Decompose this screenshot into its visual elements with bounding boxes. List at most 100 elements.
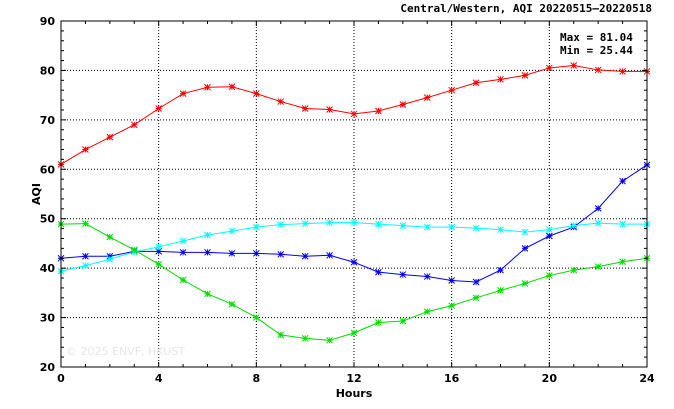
stats-box: Max = 81.04 Min = 25.44	[558, 30, 635, 58]
series-3-point	[545, 226, 553, 233]
series-3-point	[423, 223, 431, 231]
series-1-point	[375, 107, 382, 115]
chart-title: Central/Western, AQI 20220515–20220518	[400, 2, 652, 15]
series-4-point	[252, 314, 260, 321]
series-2-point	[545, 232, 553, 240]
series-2-point	[204, 248, 211, 256]
series-2-point	[497, 266, 504, 274]
series-2-point	[472, 278, 480, 286]
series-4-point	[301, 334, 309, 342]
series-3-point	[326, 219, 333, 227]
series-1-point	[326, 106, 333, 113]
series-4-point	[179, 276, 187, 284]
series-1-point	[472, 79, 480, 87]
series-2-point	[82, 252, 89, 260]
axis-ticks: 0 4 8 12 16 20 24 20 30 40 50 60 70 80 90	[40, 15, 655, 385]
series-3-point	[375, 220, 382, 228]
series-2-point	[594, 204, 602, 212]
series-3-point	[594, 219, 602, 227]
series-4-point	[350, 329, 358, 337]
series-2-point	[252, 249, 260, 257]
series-3-point	[106, 255, 114, 263]
series-3-point	[350, 219, 358, 227]
y-tick-label: 20	[40, 361, 56, 374]
series-3-point	[472, 224, 480, 232]
series-1-point	[155, 105, 163, 112]
x-tick-label: 16	[444, 372, 460, 385]
series-2-point	[399, 271, 407, 278]
y-tick-label: 60	[40, 163, 56, 176]
series-4-point	[619, 258, 626, 266]
y-tick-label: 30	[40, 312, 56, 325]
series-4-point	[130, 246, 138, 254]
series-3-point	[619, 220, 626, 228]
series-4-point	[228, 300, 236, 308]
series-3-point	[570, 222, 578, 229]
series-1-point	[130, 121, 138, 129]
series-1-point	[301, 105, 309, 112]
x-tick-label: 4	[155, 372, 163, 385]
x-tick-label: 24	[639, 372, 655, 385]
series-2-point	[350, 258, 358, 266]
series-4-point	[570, 266, 578, 274]
series-4-point	[545, 272, 553, 279]
series-1-point	[619, 68, 626, 75]
y-axis-label: AQI	[30, 183, 43, 205]
series-4-point	[423, 308, 431, 315]
series-2-point	[301, 252, 309, 260]
series-2-point	[155, 247, 163, 255]
x-tick-label: 20	[542, 372, 558, 385]
series-2-point	[179, 248, 187, 256]
series-4-point	[594, 263, 602, 271]
series-2-point	[619, 177, 626, 185]
series-1-point	[570, 62, 578, 69]
series-4-point	[375, 319, 382, 326]
series-3-point	[82, 262, 89, 270]
series-2-point	[277, 250, 285, 258]
watermark: © 2025 ENVF, HKUST	[66, 345, 185, 358]
series-2-point	[423, 273, 431, 280]
series-4-point	[521, 280, 529, 287]
series-2-point	[521, 245, 529, 252]
series-1-point	[106, 133, 114, 141]
series-1-point	[277, 98, 285, 105]
series-1-point	[82, 146, 89, 153]
series-3-point	[399, 222, 407, 229]
series-1-point	[497, 75, 504, 83]
series-3-point	[155, 243, 163, 251]
data-series	[57, 62, 651, 344]
series-1-point	[399, 101, 407, 108]
series-1-point	[350, 110, 358, 118]
series-4-point	[204, 290, 211, 298]
series-1-point	[179, 90, 187, 98]
series-2-point	[228, 249, 236, 257]
min-stat: Min = 25.44	[560, 44, 633, 57]
series-2-point	[375, 268, 382, 276]
series-3-point	[179, 237, 187, 245]
series-3-point	[497, 226, 504, 233]
x-tick-label: 0	[57, 372, 65, 385]
y-tick-label: 80	[40, 64, 56, 77]
series-1-point	[594, 66, 602, 74]
y-tick-label: 70	[40, 114, 56, 127]
series-1-point	[448, 86, 456, 94]
series-3-point	[204, 231, 211, 239]
series-2-point	[326, 251, 333, 259]
series-3-point	[252, 223, 260, 231]
series-1-point	[228, 83, 236, 91]
series-1-point	[545, 64, 553, 72]
series-3-point	[448, 223, 456, 231]
series-4-point	[448, 302, 456, 310]
series-4-point	[472, 294, 480, 302]
series-4-point	[399, 317, 407, 325]
max-stat: Max = 81.04	[560, 31, 633, 44]
series-3-point	[277, 221, 285, 228]
series-4-point	[497, 287, 504, 294]
series-1-point	[252, 90, 260, 98]
y-tick-label: 40	[40, 262, 56, 275]
x-tick-label: 12	[346, 372, 361, 385]
series-4-point	[106, 233, 114, 241]
series-4-point	[277, 331, 285, 339]
x-axis-label: Hours	[336, 387, 373, 400]
